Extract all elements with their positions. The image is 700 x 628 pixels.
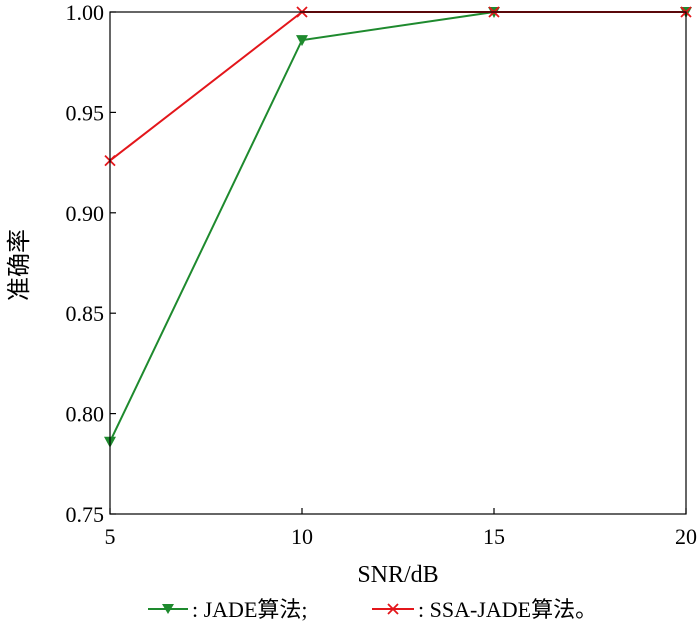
x-tick-label-1: 10 [291, 524, 313, 549]
x-tick-label-0: 5 [105, 524, 116, 549]
x-tick-label-2: 15 [483, 524, 505, 549]
tick-labels: 5 10 15 20 0.75 0.80 0.85 0.90 0.95 1.00 [66, 0, 698, 549]
series-line-0 [109, 11, 686, 443]
legend-ssa-jade-marker [387, 603, 399, 615]
x-axis-title: SNR/dB [357, 562, 438, 588]
series-layer [104, 6, 692, 448]
y-tick-label-5: 1.00 [66, 0, 105, 25]
legend-jade-label: : JADE算法; [192, 597, 308, 622]
series-1 [104, 6, 692, 167]
y-tick-label-3: 0.90 [66, 201, 105, 226]
legend-item-jade: : JADE算法; [148, 597, 308, 622]
y-tick-label-4: 0.95 [66, 100, 105, 125]
legend: : JADE算法; : SSA-JADE算法。 [148, 597, 597, 622]
x-tick-label-3: 20 [675, 524, 697, 549]
legend-ssa-jade-label: : SSA-JADE算法。 [418, 597, 597, 622]
y-tick-label-0: 0.75 [66, 502, 105, 527]
series-0-point-1 [296, 35, 308, 47]
legend-item-ssa-jade: : SSA-JADE算法。 [372, 597, 597, 622]
series-line-1 [109, 11, 686, 162]
y-tick-label-1: 0.80 [66, 402, 105, 427]
plot-frame [109, 11, 687, 515]
series-0 [104, 7, 692, 448]
y-axis-title: 准确率 [6, 229, 33, 301]
y-tick-label-2: 0.85 [66, 301, 105, 326]
legend-jade-marker [162, 604, 174, 614]
